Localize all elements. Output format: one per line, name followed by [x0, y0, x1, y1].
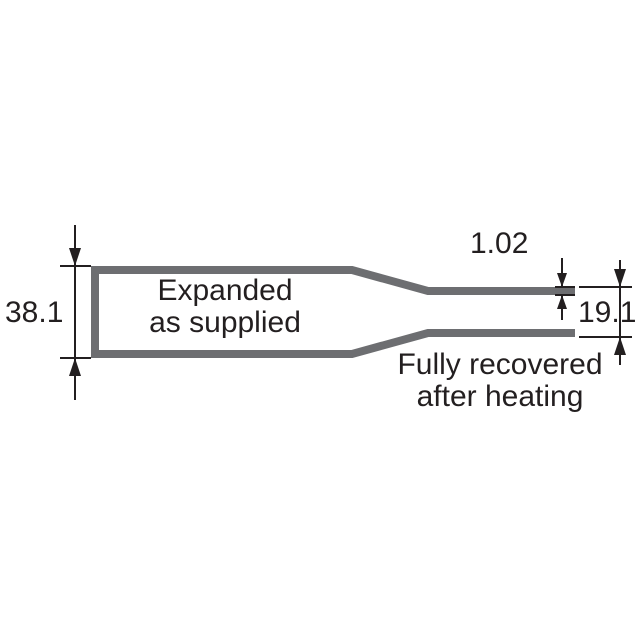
label-expanded-line2: as supplied — [149, 306, 301, 339]
label-recovered-line1: Fully recovered — [397, 348, 602, 381]
label-recovered-line2: after heating — [417, 380, 584, 413]
dim-expanded-diameter: 38.1 — [5, 225, 91, 400]
heat-shrink-diagram: 38.1 19.1 1.02 Expanded as supplied Full… — [0, 0, 640, 640]
label-expanded-line1: Expanded — [157, 274, 292, 307]
dim-wall-thickness: 1.02 — [470, 227, 575, 320]
dim-expanded-value: 38.1 — [5, 296, 63, 329]
dim-recovered-value: 19.1 — [578, 296, 636, 329]
dim-wall-value: 1.02 — [470, 227, 528, 260]
